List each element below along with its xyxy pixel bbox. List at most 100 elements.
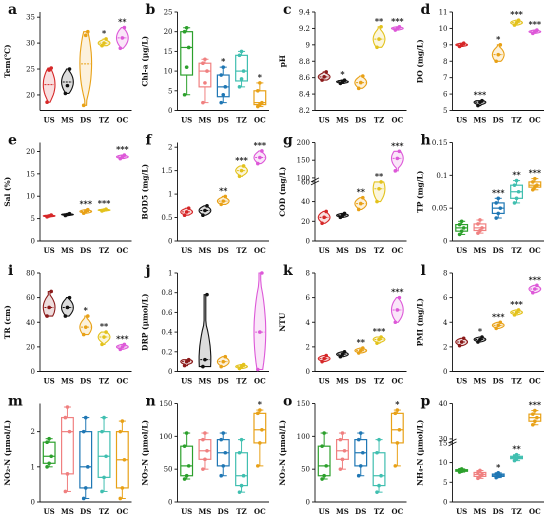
data-point <box>184 431 189 435</box>
significance-label: * <box>340 69 345 79</box>
data-point <box>239 168 244 173</box>
data-point <box>393 169 398 173</box>
data-point <box>256 367 260 372</box>
y-tick-label: 6 <box>306 294 311 302</box>
x-tick-label: TZ <box>511 377 521 386</box>
data-point <box>393 464 398 468</box>
data-point <box>184 25 189 30</box>
y-tick-label: 6 <box>443 91 448 99</box>
y-tick-label: 100 <box>159 433 172 441</box>
box <box>390 412 404 444</box>
data-point <box>239 483 244 488</box>
box <box>180 31 194 76</box>
panel-l: l PMI (mg/L) 0 2 4 6 8 US * MS *** DS *** TZ *** OC <box>416 263 544 386</box>
significance-label: *** <box>391 16 404 26</box>
data-point <box>535 415 539 420</box>
data-point <box>498 43 503 47</box>
data-point <box>322 473 326 478</box>
data-point <box>118 429 123 434</box>
y-tick-label: 0 <box>31 499 35 507</box>
data-point <box>494 326 499 331</box>
data-point <box>65 472 70 476</box>
data-point <box>104 454 108 459</box>
data-point <box>397 24 402 29</box>
panel-o: o NO₃-N (μmol/L) 0 50 100 150 US MS DS TZ * OC <box>278 394 407 516</box>
data-point <box>324 464 328 468</box>
data-point <box>358 348 363 353</box>
data-point <box>379 335 383 339</box>
x-tick-label: DS <box>493 377 504 386</box>
data-point <box>342 350 347 354</box>
x-tick-label: TZ <box>374 246 384 255</box>
data-point <box>219 437 224 442</box>
data-point <box>237 85 242 89</box>
panel-letter: g <box>283 133 293 149</box>
x-tick-label: US <box>456 507 467 516</box>
data-point <box>342 448 347 453</box>
x-tick-label: MS <box>474 116 487 125</box>
data-point <box>498 473 503 478</box>
significance-label: ** <box>375 171 384 181</box>
data-point <box>340 457 345 462</box>
data-point <box>461 41 466 45</box>
panel-f: f BOD5 (mg/L) 0 0.5 1 1.5 2 US MS ** DS *** TZ *** OC <box>141 133 269 255</box>
y-tick-label: 0 <box>443 368 447 376</box>
data-point <box>322 356 326 361</box>
y-tick-label: 0 <box>31 238 35 246</box>
data-point <box>480 98 484 103</box>
data-point <box>260 427 264 432</box>
data-point <box>182 29 187 34</box>
data-point <box>65 83 70 88</box>
x-tick-label: TZ <box>374 377 384 386</box>
x-tick-label: TZ <box>236 246 246 255</box>
data-point <box>397 149 402 154</box>
x-tick-label: US <box>44 507 55 516</box>
data-point <box>531 290 535 295</box>
data-point <box>201 467 205 471</box>
x-tick-label: TZ <box>236 507 246 516</box>
x-tick-label: MS <box>61 377 74 386</box>
x-tick-label: OC <box>392 507 404 516</box>
significance-label: *** <box>254 140 267 150</box>
data-point <box>375 490 379 494</box>
data-point <box>494 216 499 220</box>
significance-label: ** <box>118 17 127 27</box>
data-point <box>514 310 519 315</box>
data-point <box>256 464 260 468</box>
data-point <box>182 213 187 218</box>
data-point <box>377 483 381 488</box>
x-tick-label: OC <box>254 116 266 125</box>
y-axis-title: TP (mg/L) <box>416 171 425 213</box>
data-point <box>320 221 324 226</box>
y-tick-label: 40 <box>439 400 448 408</box>
data-point <box>219 100 224 105</box>
y-tick-label: 8 <box>306 270 310 278</box>
x-tick-label: DS <box>80 246 91 255</box>
x-tick-label: OC <box>254 246 266 255</box>
data-point <box>102 415 106 420</box>
data-point <box>239 77 244 81</box>
box <box>60 416 74 475</box>
panel-letter: c <box>283 2 292 18</box>
data-point <box>514 196 519 201</box>
data-point <box>184 210 189 214</box>
data-point <box>356 207 361 212</box>
data-point <box>533 176 537 181</box>
significance-label: *** <box>79 199 92 209</box>
data-point <box>219 473 224 478</box>
y-tick-label: 150 <box>297 157 310 165</box>
data-point <box>324 70 328 74</box>
data-point <box>184 65 189 69</box>
data-point <box>356 473 361 478</box>
data-point <box>395 308 400 312</box>
data-point <box>201 437 205 442</box>
data-point <box>182 444 187 448</box>
significance-label: ** <box>375 16 384 26</box>
x-tick-label: TZ <box>99 377 109 386</box>
data-point <box>83 486 88 490</box>
data-point <box>496 196 501 201</box>
data-point <box>512 183 517 187</box>
data-point <box>186 357 191 362</box>
data-point <box>342 78 347 82</box>
